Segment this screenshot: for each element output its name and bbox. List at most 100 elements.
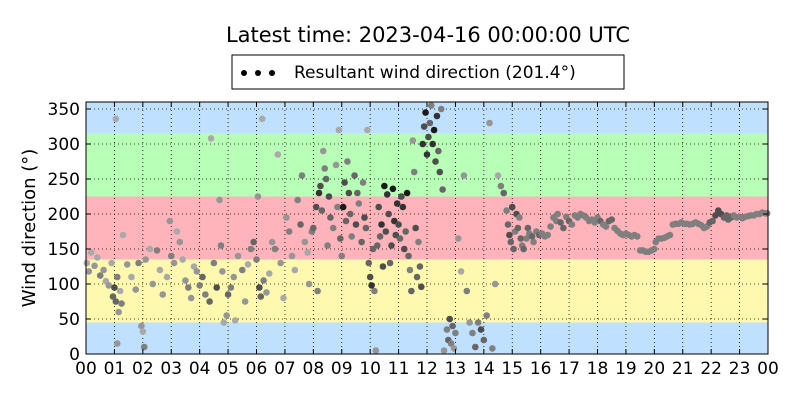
y-tick-label: 50 xyxy=(58,310,80,330)
data-point xyxy=(489,345,496,352)
data-point xyxy=(116,287,124,295)
data-point xyxy=(460,172,468,179)
data-point xyxy=(413,273,421,281)
data-point xyxy=(224,291,232,298)
data-point xyxy=(230,273,238,281)
data-point xyxy=(265,270,273,277)
data-point xyxy=(219,268,226,275)
data-point xyxy=(420,123,428,130)
y-tick-label: 150 xyxy=(48,240,80,260)
data-point xyxy=(234,252,242,260)
x-tick-label: 06 xyxy=(246,359,268,379)
data-point xyxy=(447,340,455,347)
data-point xyxy=(253,256,260,263)
data-point xyxy=(463,287,471,295)
y-tick-label: 350 xyxy=(48,100,80,120)
data-point xyxy=(179,256,186,263)
data-point xyxy=(466,319,473,326)
data-point xyxy=(500,189,508,197)
data-point xyxy=(375,203,382,211)
data-point xyxy=(399,203,407,211)
data-point xyxy=(608,216,616,223)
data-point xyxy=(139,328,147,335)
data-point xyxy=(405,252,412,260)
data-point xyxy=(429,140,436,148)
data-point xyxy=(83,259,91,267)
data-point xyxy=(207,135,215,142)
data-point xyxy=(416,263,424,270)
data-point xyxy=(483,312,490,319)
data-point xyxy=(348,233,355,240)
data-point xyxy=(419,140,427,148)
data-point xyxy=(335,126,343,134)
data-point xyxy=(182,277,189,284)
data-point xyxy=(415,238,422,246)
data-point xyxy=(297,221,304,228)
data-point xyxy=(544,231,552,239)
data-point xyxy=(294,196,302,204)
data-point xyxy=(128,273,135,281)
data-point xyxy=(254,193,262,200)
data-point xyxy=(432,158,439,165)
data-point xyxy=(452,329,459,337)
data-point xyxy=(314,287,321,295)
data-point xyxy=(338,252,346,260)
data-point xyxy=(547,223,554,230)
data-point xyxy=(506,231,513,239)
data-point xyxy=(423,151,431,158)
data-point xyxy=(469,329,476,337)
data-point xyxy=(187,294,195,302)
data-point xyxy=(112,115,120,123)
data-point xyxy=(386,259,394,267)
data-point xyxy=(378,221,385,228)
data-point xyxy=(111,284,118,291)
data-point xyxy=(206,298,213,305)
x-tick-label: 01 xyxy=(104,359,126,379)
data-point xyxy=(480,336,488,344)
data-point xyxy=(372,347,380,354)
data-point xyxy=(332,161,340,169)
data-point xyxy=(149,280,157,288)
legend-marker-dot xyxy=(255,70,261,76)
data-point xyxy=(403,189,411,197)
direction-band xyxy=(86,102,768,134)
data-point xyxy=(112,298,120,305)
data-point xyxy=(310,224,317,232)
data-point xyxy=(271,245,279,253)
data-point xyxy=(140,343,148,351)
data-point xyxy=(138,322,145,330)
data-point xyxy=(213,284,221,291)
data-point xyxy=(220,319,228,326)
data-point xyxy=(418,283,425,291)
data-point xyxy=(123,261,131,268)
data-point xyxy=(450,345,458,352)
data-point xyxy=(633,233,641,240)
data-point xyxy=(324,242,331,249)
data-point xyxy=(85,268,93,275)
data-point xyxy=(366,273,374,281)
data-point xyxy=(344,158,351,165)
data-point xyxy=(508,203,516,211)
data-point xyxy=(118,300,125,307)
data-point xyxy=(524,224,532,232)
data-point xyxy=(359,179,367,186)
data-point xyxy=(288,252,296,260)
data-point xyxy=(163,273,171,281)
legend-label: Resultant wind direction (201.4°) xyxy=(294,63,576,83)
y-tick-label: 200 xyxy=(48,205,80,225)
data-point xyxy=(100,266,107,274)
legend-marker-dot xyxy=(269,70,275,76)
x-tick-label: 16 xyxy=(530,359,552,379)
data-point xyxy=(425,133,432,141)
data-point xyxy=(412,224,419,232)
data-point xyxy=(96,272,104,279)
data-point xyxy=(709,217,716,225)
data-point xyxy=(94,254,101,261)
data-point xyxy=(283,214,290,221)
data-point xyxy=(454,235,462,242)
data-point xyxy=(763,210,771,217)
data-point xyxy=(159,291,167,298)
data-point xyxy=(185,284,192,291)
data-point xyxy=(119,231,127,239)
data-point xyxy=(329,224,337,232)
